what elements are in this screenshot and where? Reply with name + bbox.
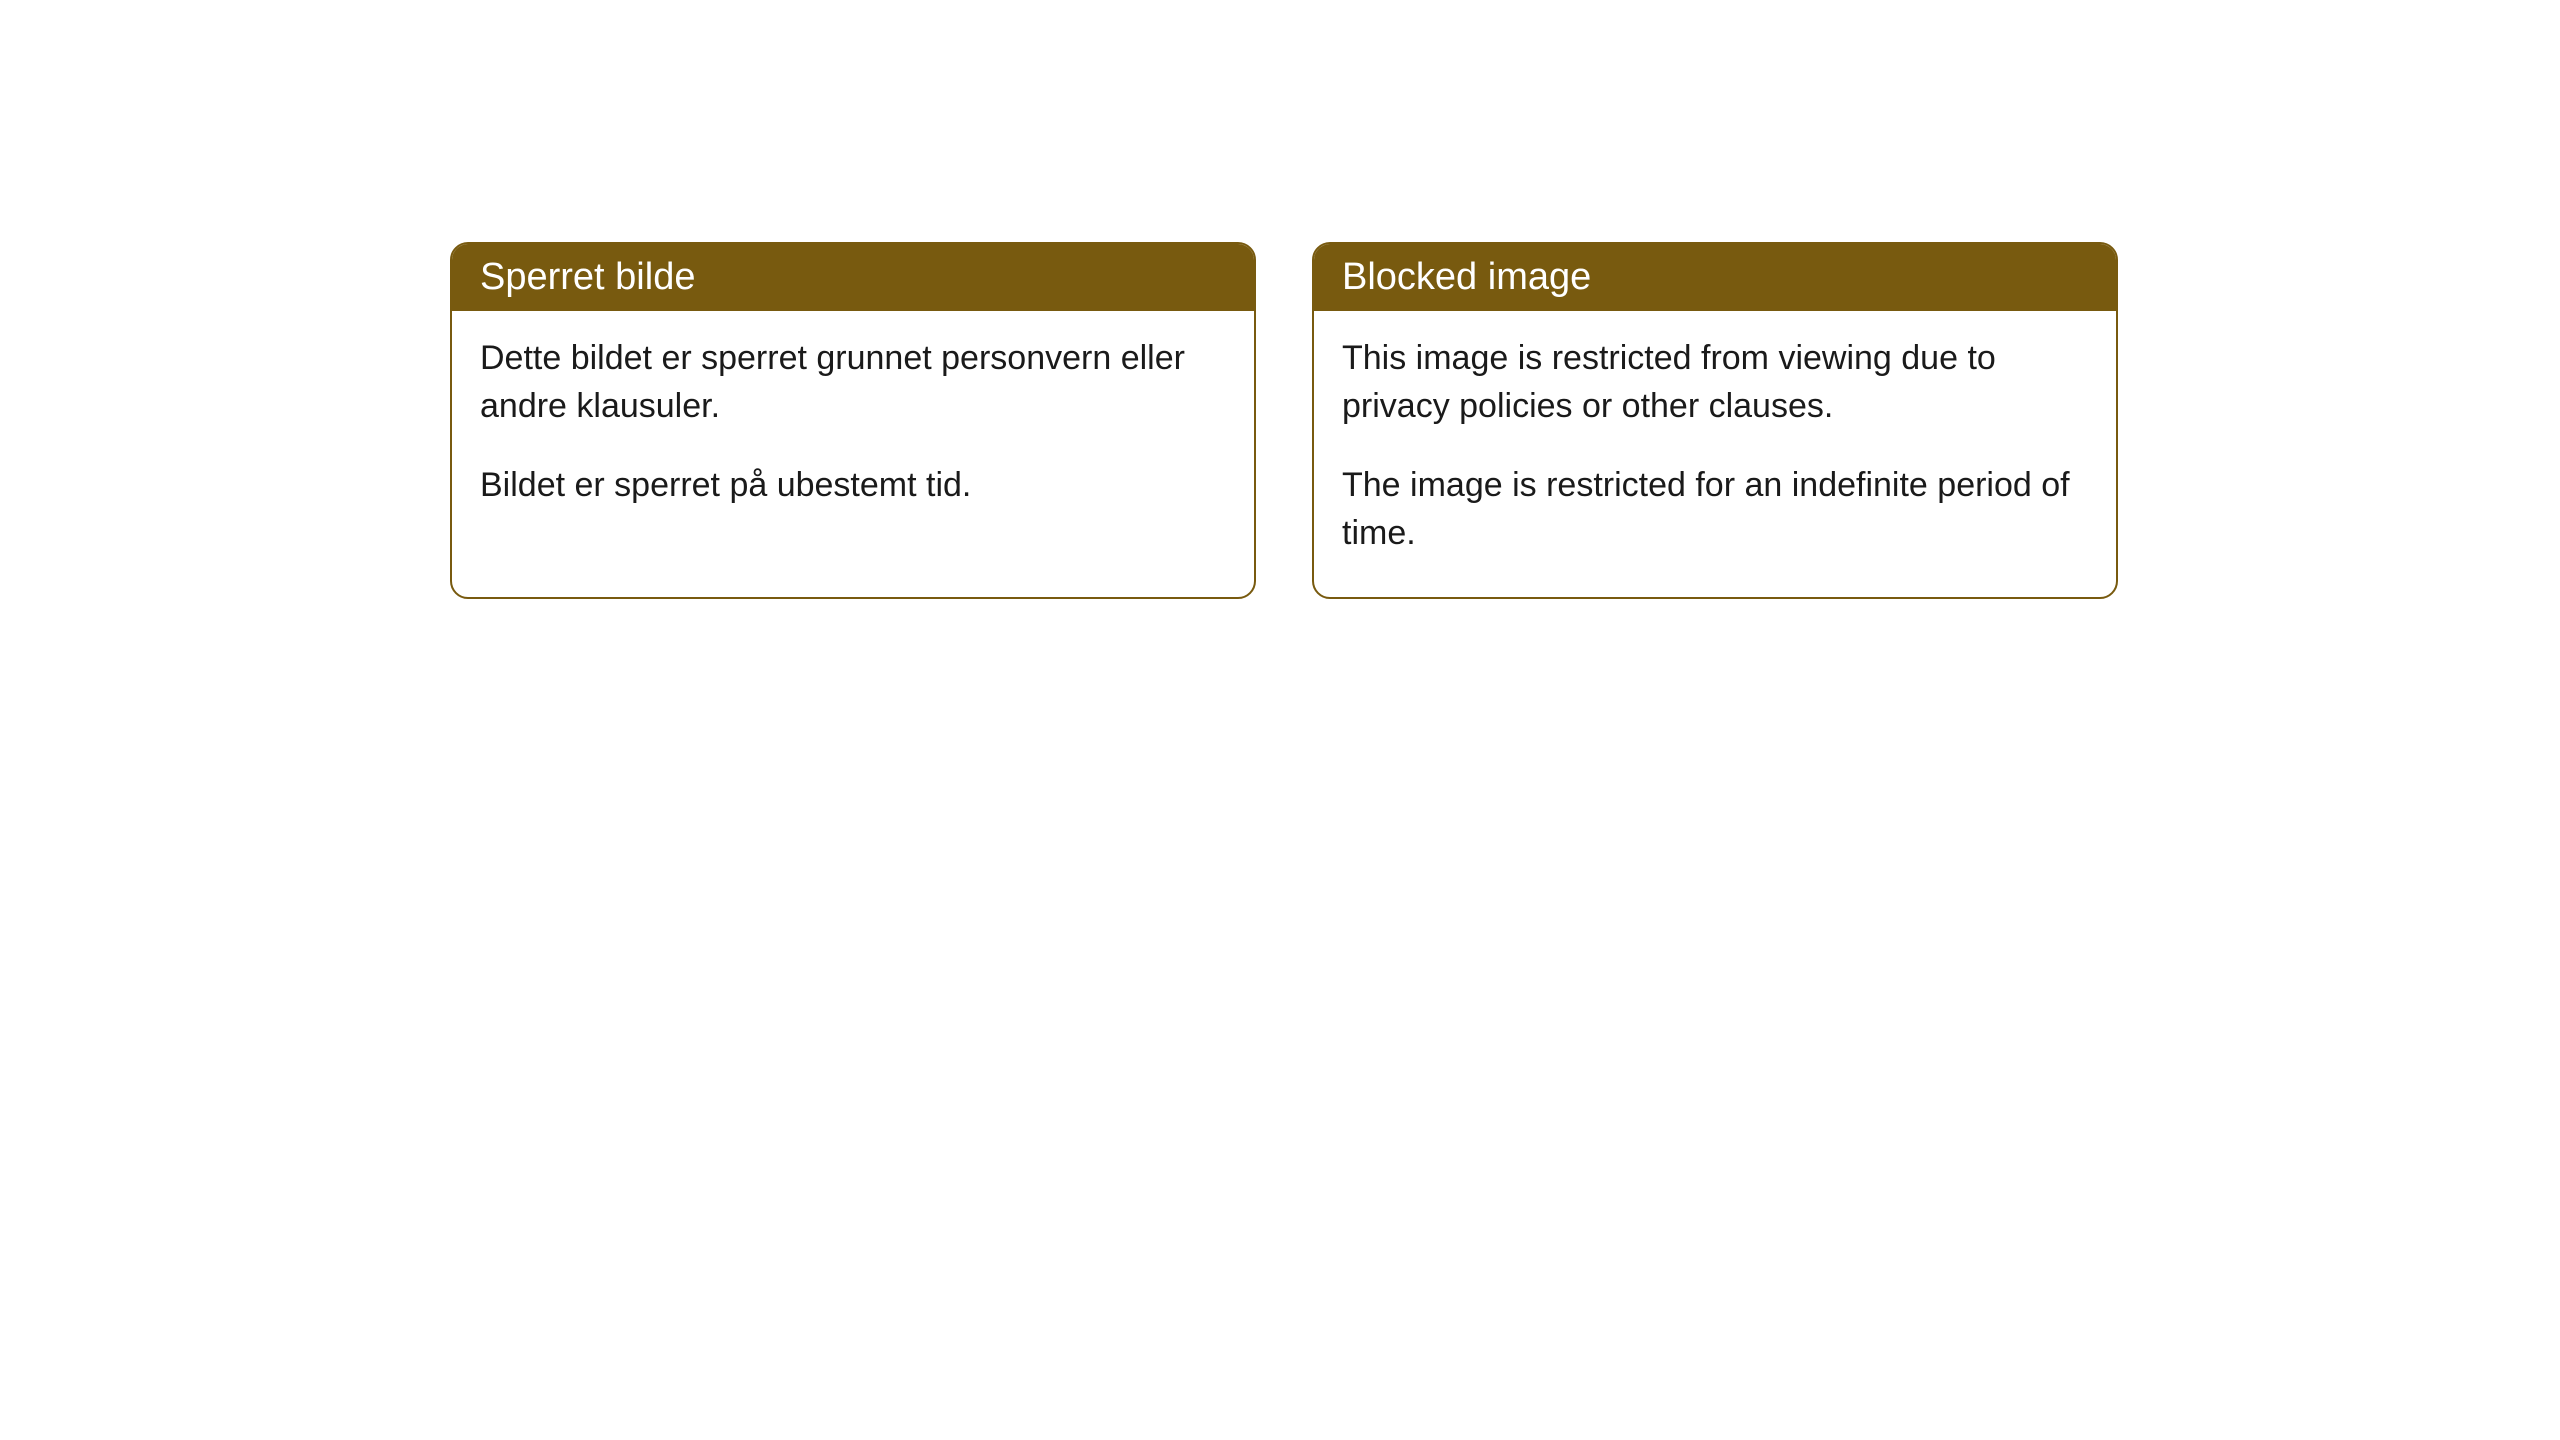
card-paragraph: The image is restricted for an indefinit…: [1342, 462, 2088, 557]
notice-cards-container: Sperret bilde Dette bildet er sperret gr…: [450, 242, 2118, 599]
card-body: Dette bildet er sperret grunnet personve…: [452, 311, 1254, 550]
card-paragraph: Dette bildet er sperret grunnet personve…: [480, 335, 1226, 430]
card-paragraph: This image is restricted from viewing du…: [1342, 335, 2088, 430]
card-header: Sperret bilde: [452, 244, 1254, 311]
card-body: This image is restricted from viewing du…: [1314, 311, 2116, 597]
card-header: Blocked image: [1314, 244, 2116, 311]
card-paragraph: Bildet er sperret på ubestemt tid.: [480, 462, 1226, 510]
card-title: Blocked image: [1342, 256, 1591, 298]
notice-card-english: Blocked image This image is restricted f…: [1312, 242, 2118, 599]
notice-card-norwegian: Sperret bilde Dette bildet er sperret gr…: [450, 242, 1256, 599]
card-title: Sperret bilde: [480, 256, 695, 298]
